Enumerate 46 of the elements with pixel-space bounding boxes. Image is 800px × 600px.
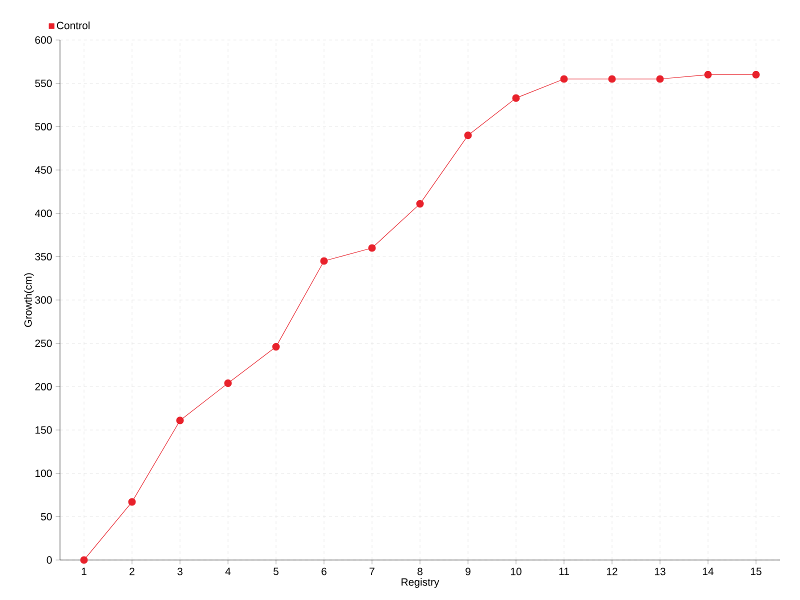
point — [224, 379, 232, 387]
x-tick-label: 9 — [466, 568, 470, 576]
point — [560, 75, 568, 83]
x-tick-label: 1 — [82, 568, 86, 575]
y-tick-label: 400 — [34, 210, 52, 218]
point — [416, 200, 424, 208]
y-tick-label: 100 — [36, 470, 52, 478]
x-tick-label: 10 — [510, 568, 522, 576]
y-tick-label: 50 — [40, 512, 52, 520]
x-tick-label: 5 — [274, 568, 278, 576]
x-tick-label: 13 — [654, 568, 666, 576]
x-tick-label: 8 — [418, 568, 422, 576]
x-tick-label: 6 — [322, 568, 326, 576]
y-tick-label: 0 — [46, 556, 52, 564]
x-tick-label: 2 — [130, 568, 134, 576]
x-tick-label: 4 — [225, 568, 231, 575]
y-axis-title: Growth(cm) — [24, 273, 34, 327]
point — [80, 556, 88, 564]
y-tick-label: 200 — [35, 382, 52, 390]
point — [128, 498, 136, 506]
y-tick-label: 350 — [35, 252, 52, 260]
x-axis-title: Registry — [402, 578, 440, 588]
x-tick-label: 14 — [702, 568, 714, 575]
y-tick-label: 150 — [36, 426, 52, 434]
y-tick-label: 600 — [35, 36, 52, 44]
legend-label: Control — [56, 22, 90, 30]
y-tick-label: 450 — [34, 166, 52, 174]
point — [272, 343, 280, 351]
point — [752, 70, 760, 78]
point — [704, 70, 712, 78]
x-tick-label: 7 — [370, 568, 374, 575]
y-tick-label: 500 — [35, 122, 52, 130]
point — [608, 75, 616, 83]
y-tick-label: 250 — [35, 340, 52, 348]
point — [464, 132, 472, 140]
point — [512, 94, 520, 102]
x-tick-label: 12 — [606, 568, 618, 576]
point — [656, 75, 664, 83]
y-tick-label: 550 — [35, 80, 52, 88]
x-tick-label: 11 — [559, 568, 569, 575]
y-tick-label: 300 — [35, 296, 52, 304]
point — [176, 416, 184, 424]
x-tick-label: 15 — [750, 568, 762, 576]
x-tick-label: 3 — [177, 568, 182, 576]
point — [320, 257, 328, 265]
point — [368, 244, 376, 252]
